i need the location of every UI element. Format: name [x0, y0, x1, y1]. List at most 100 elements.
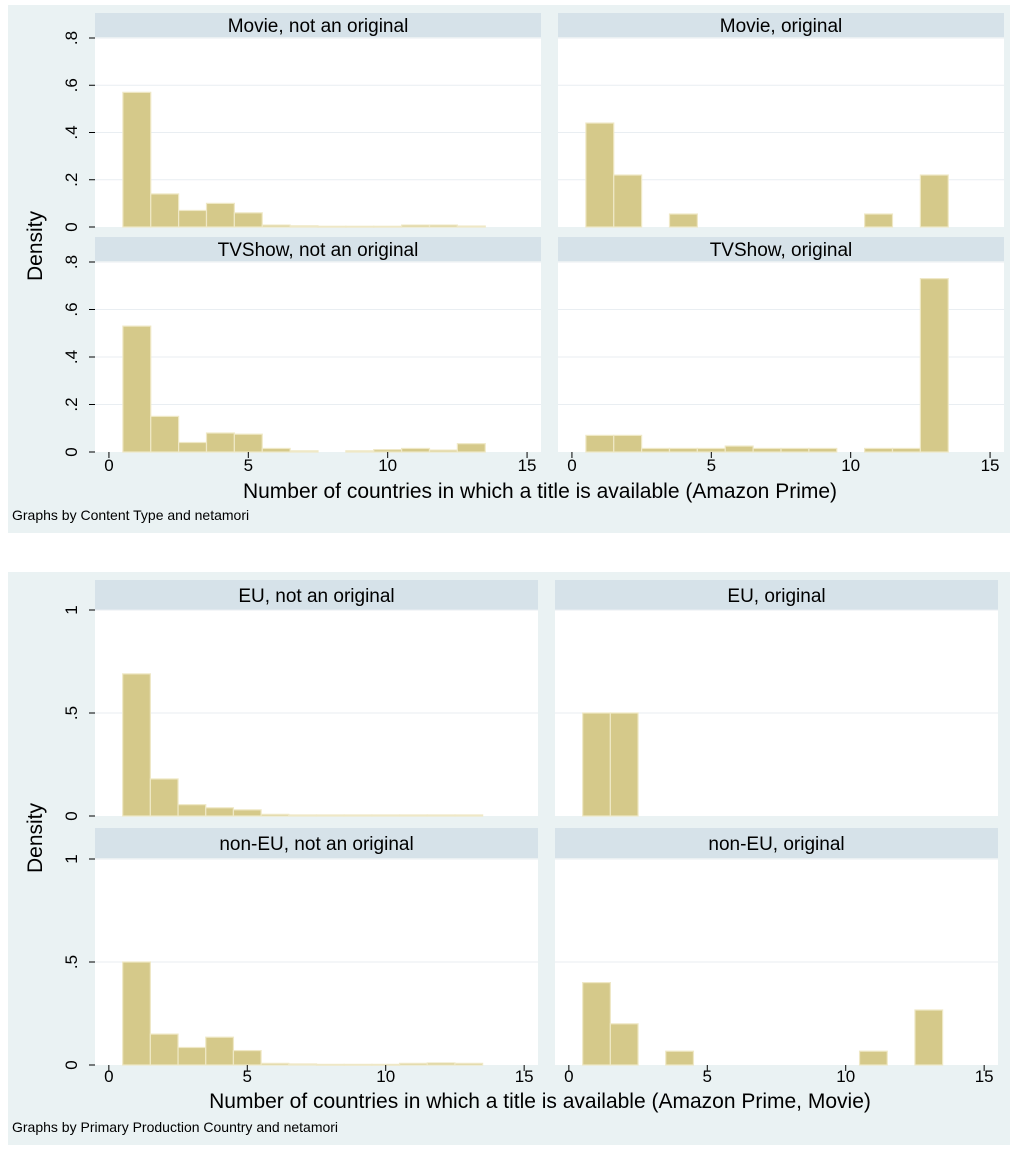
histogram-bar	[123, 674, 151, 816]
histogram-bar	[178, 805, 206, 816]
y-tick-label: .2	[62, 173, 81, 187]
histogram-bar	[234, 213, 262, 227]
histogram-bar	[344, 1064, 372, 1065]
histogram-bar	[402, 225, 430, 227]
histogram-bar	[372, 815, 400, 816]
histogram-grid-production-country: EU, not an original 0 .5 1 EU, original non-E…	[8, 572, 1010, 1145]
histogram-bar	[457, 226, 485, 227]
x-axis-label: Number of countries in which a title is …	[209, 1090, 871, 1113]
y-tick-label: 0	[62, 1060, 81, 1069]
y-tick-label: 1	[62, 605, 81, 614]
histogram-bar	[374, 450, 402, 452]
figure-production-country: EU, not an original 0.5 1 EU, original non-E…	[8, 572, 1010, 1145]
histogram-bar	[178, 1047, 206, 1065]
figure-content-type: Movie, not an original 0 .2 .4 .6 .8 Movie, or…	[8, 5, 1010, 533]
y-tick-label: 0	[62, 447, 81, 456]
y-tick-label: .8	[62, 255, 81, 269]
histogram-bar	[809, 448, 837, 452]
histogram-bar	[123, 962, 151, 1065]
histogram-bar	[583, 713, 611, 816]
histogram-bar	[318, 226, 346, 227]
histogram-bar	[642, 448, 670, 452]
histogram-bar	[290, 451, 318, 452]
histogram-bar	[457, 444, 485, 452]
x-axis-label: Number of countries in which a title is …	[243, 480, 837, 503]
y-tick-label: 1	[62, 854, 81, 863]
histogram-bar	[123, 92, 151, 227]
panel-3: non-EU, original0 5 10 15	[555, 828, 998, 1086]
histogram-bar	[206, 1037, 234, 1065]
x-tick-label: 10	[376, 1067, 395, 1086]
histogram-bar	[344, 815, 372, 816]
histogram-bar	[586, 435, 614, 452]
panel-0: EU, not an original 0 .5 1	[62, 580, 538, 821]
histogram-bar	[261, 814, 289, 816]
x-tick-label: 5	[703, 1067, 712, 1086]
histogram-bar	[290, 226, 318, 227]
x-tick-label: 15	[518, 456, 537, 475]
histogram-bar	[614, 435, 642, 452]
histogram-bar	[920, 175, 948, 227]
histogram-bar	[402, 448, 430, 452]
histogram-bar	[666, 1051, 694, 1065]
histogram-bar	[865, 214, 893, 227]
histogram-bar	[123, 326, 151, 452]
histogram-bar	[455, 815, 483, 816]
y-tick-label: .6	[62, 302, 81, 316]
x-tick-label: 15	[981, 456, 1000, 475]
x-tick-label: 10	[836, 1067, 855, 1086]
x-tick-label: 0	[567, 456, 576, 475]
histogram-bar	[427, 815, 455, 816]
histogram-bar	[207, 203, 235, 227]
histogram-bar	[697, 448, 725, 452]
histogram-bar	[670, 214, 698, 227]
x-tick-label: 10	[841, 456, 860, 475]
histogram-bar	[206, 808, 234, 816]
y-tick-label: 0	[62, 811, 81, 820]
histogram-bar	[610, 1024, 638, 1065]
panel-title: non-EU, not an original	[219, 834, 413, 855]
panel-title: TVShow, original	[710, 240, 853, 261]
y-tick-label: .6	[62, 78, 81, 92]
histogram-grid-content-type: Movie, not an original 0 .2 .4 .6 .8 Movie, or…	[8, 5, 1010, 533]
histogram-bar	[150, 1034, 178, 1065]
histogram-bar	[893, 448, 921, 452]
histogram-bar	[400, 1063, 428, 1065]
x-tick-label: 5	[244, 456, 253, 475]
histogram-bar	[261, 1063, 289, 1065]
panel-title: EU, not an original	[238, 586, 394, 607]
histogram-bar	[583, 983, 611, 1065]
histogram-bar	[455, 1063, 483, 1065]
x-tick-label: 0	[104, 456, 113, 475]
histogram-bar	[289, 1064, 317, 1065]
histogram-bar	[915, 1010, 943, 1065]
histogram-bar	[586, 123, 614, 227]
x-tick-label: 15	[515, 1067, 534, 1086]
panel-3: TVShow, original 0 5 10 15	[558, 237, 1004, 475]
histogram-bar	[725, 446, 753, 452]
y-tick-label: .5	[62, 706, 81, 720]
panel-title: Movie, not an original	[228, 16, 409, 37]
histogram-bar	[151, 416, 179, 452]
histogram-bar	[262, 225, 290, 227]
histogram-bar	[207, 433, 235, 452]
histogram-bar	[179, 443, 207, 453]
x-tick-label: 5	[243, 1067, 252, 1086]
graph-note: Graphs by Primary Production Country and…	[12, 1119, 338, 1135]
histogram-bar	[233, 810, 261, 816]
histogram-bar	[374, 226, 402, 227]
histogram-bar	[233, 1051, 261, 1065]
histogram-bar	[151, 194, 179, 227]
histogram-bar	[234, 434, 262, 452]
x-tick-label: 0	[564, 1067, 573, 1086]
histogram-bar	[430, 450, 458, 452]
y-tick-label: .4	[62, 125, 81, 139]
histogram-bar	[610, 713, 638, 816]
histogram-bar	[920, 279, 948, 452]
y-axis-label: Density	[24, 802, 47, 873]
y-tick-label: 0	[62, 222, 81, 231]
histogram-bar	[317, 815, 345, 816]
histogram-bar	[614, 175, 642, 227]
histogram-bar	[179, 210, 207, 227]
